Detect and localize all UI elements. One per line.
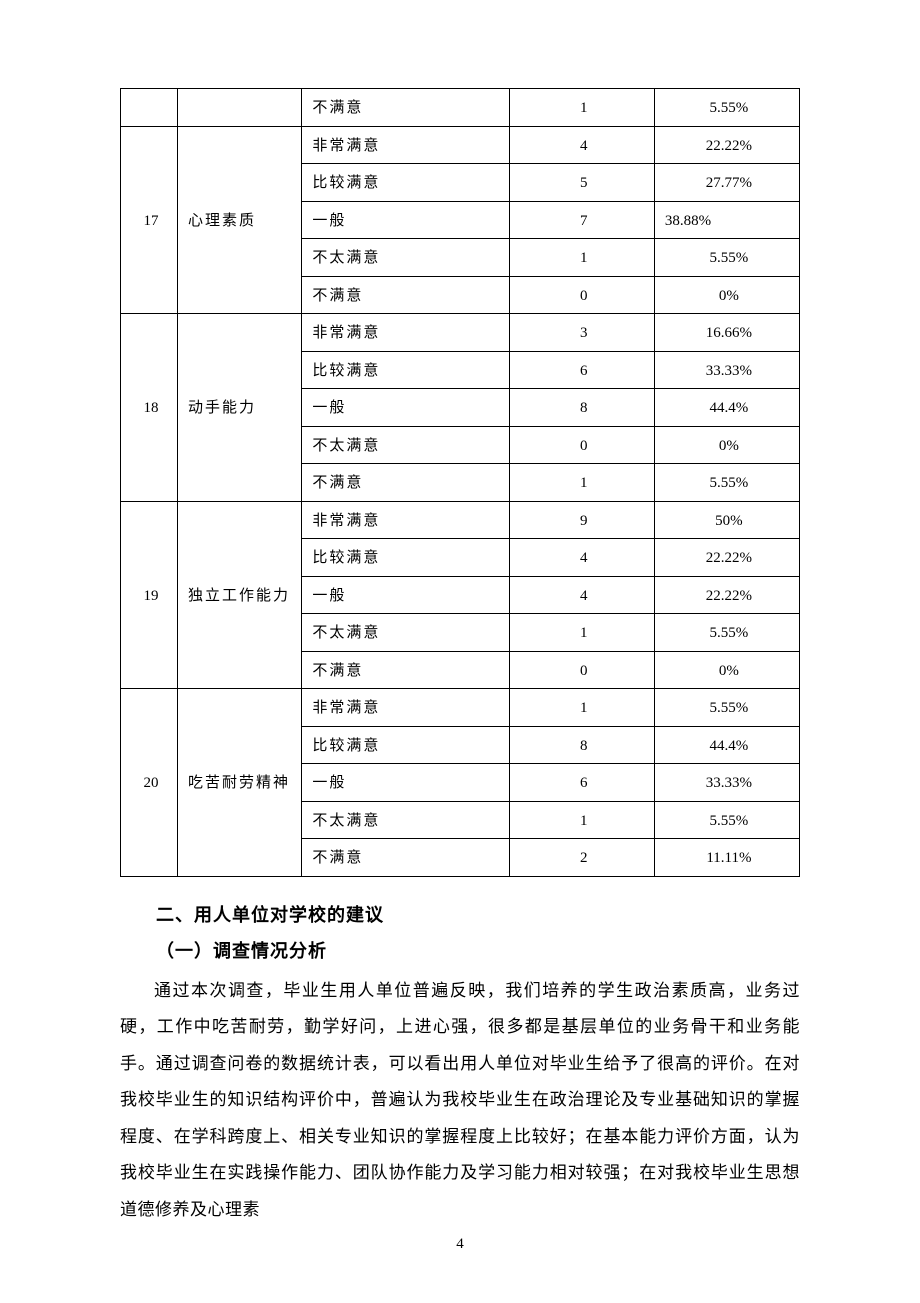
option-cell: 非常满意 <box>302 501 509 539</box>
option-cell: 不满意 <box>302 464 509 502</box>
percent-cell: 5.55% <box>654 801 799 839</box>
option-cell: 一般 <box>302 201 509 239</box>
option-cell: 不满意 <box>302 839 509 877</box>
option-cell: 比较满意 <box>302 726 509 764</box>
percent-cell: 0% <box>654 426 799 464</box>
count-cell: 6 <box>509 764 654 802</box>
count-cell: 4 <box>509 576 654 614</box>
option-cell: 不太满意 <box>302 801 509 839</box>
count-cell: 8 <box>509 389 654 427</box>
table-row: 20吃苦耐劳精神非常满意15.55% <box>121 689 800 727</box>
category-cell: 心理素质 <box>178 126 302 314</box>
table-row: 17心理素质非常满意422.22% <box>121 126 800 164</box>
percent-cell: 27.77% <box>654 164 799 202</box>
section-heading-2: 二、用人单位对学校的建议 <box>120 901 800 927</box>
option-cell: 不满意 <box>302 651 509 689</box>
row-number: 20 <box>121 689 178 877</box>
count-cell: 0 <box>509 426 654 464</box>
option-cell: 比较满意 <box>302 539 509 577</box>
table-row: 不满意15.55% <box>121 89 800 127</box>
option-cell: 非常满意 <box>302 689 509 727</box>
percent-cell: 0% <box>654 651 799 689</box>
count-cell: 1 <box>509 689 654 727</box>
percent-cell: 16.66% <box>654 314 799 352</box>
percent-cell: 33.33% <box>654 764 799 802</box>
count-cell: 3 <box>509 314 654 352</box>
percent-cell: 50% <box>654 501 799 539</box>
percent-cell: 5.55% <box>654 689 799 727</box>
percent-cell: 5.55% <box>654 464 799 502</box>
table-row: 18动手能力非常满意316.66% <box>121 314 800 352</box>
count-cell: 1 <box>509 239 654 277</box>
option-cell: 不满意 <box>302 276 509 314</box>
percent-cell: 0% <box>654 276 799 314</box>
subsection-heading-2-1: （一）调查情况分析 <box>120 937 800 963</box>
percent-cell: 5.55% <box>654 239 799 277</box>
row-number: 18 <box>121 314 178 502</box>
category-cell: 独立工作能力 <box>178 501 302 689</box>
survey-tbody: 不满意15.55%17心理素质非常满意422.22%比较满意527.77%一般7… <box>121 89 800 877</box>
percent-cell: 22.22% <box>654 576 799 614</box>
option-cell: 非常满意 <box>302 126 509 164</box>
count-cell: 2 <box>509 839 654 877</box>
percent-cell: 44.4% <box>654 389 799 427</box>
survey-table: 不满意15.55%17心理素质非常满意422.22%比较满意527.77%一般7… <box>120 88 800 877</box>
category-cell: 吃苦耐劳精神 <box>178 689 302 877</box>
count-cell: 6 <box>509 351 654 389</box>
count-cell: 1 <box>509 89 654 127</box>
category-cell: 动手能力 <box>178 314 302 502</box>
body-paragraph: 通过本次调查，毕业生用人单位普遍反映，我们培养的学生政治素质高，业务过硬，工作中… <box>120 973 800 1229</box>
option-cell: 一般 <box>302 389 509 427</box>
percent-cell: 38.88% <box>654 201 799 239</box>
percent-cell: 5.55% <box>654 614 799 652</box>
count-cell: 0 <box>509 651 654 689</box>
document-page: 不满意15.55%17心理素质非常满意422.22%比较满意527.77%一般7… <box>0 0 920 1303</box>
option-cell: 比较满意 <box>302 351 509 389</box>
option-cell: 不太满意 <box>302 239 509 277</box>
count-cell: 4 <box>509 539 654 577</box>
option-cell: 一般 <box>302 576 509 614</box>
percent-cell: 5.55% <box>654 89 799 127</box>
percent-cell: 22.22% <box>654 126 799 164</box>
count-cell: 1 <box>509 614 654 652</box>
row-number: 17 <box>121 126 178 314</box>
option-cell: 不太满意 <box>302 426 509 464</box>
option-cell: 非常满意 <box>302 314 509 352</box>
count-cell: 1 <box>509 801 654 839</box>
count-cell: 8 <box>509 726 654 764</box>
count-cell: 4 <box>509 126 654 164</box>
count-cell: 0 <box>509 276 654 314</box>
count-cell: 1 <box>509 464 654 502</box>
category-cell <box>178 89 302 127</box>
option-cell: 不满意 <box>302 89 509 127</box>
percent-cell: 22.22% <box>654 539 799 577</box>
count-cell: 5 <box>509 164 654 202</box>
table-row: 19独立工作能力非常满意950% <box>121 501 800 539</box>
option-cell: 不太满意 <box>302 614 509 652</box>
count-cell: 7 <box>509 201 654 239</box>
row-number: 19 <box>121 501 178 689</box>
percent-cell: 33.33% <box>654 351 799 389</box>
percent-cell: 11.11% <box>654 839 799 877</box>
percent-cell: 44.4% <box>654 726 799 764</box>
page-number: 4 <box>0 1236 920 1253</box>
option-cell: 一般 <box>302 764 509 802</box>
option-cell: 比较满意 <box>302 164 509 202</box>
count-cell: 9 <box>509 501 654 539</box>
row-number <box>121 89 178 127</box>
